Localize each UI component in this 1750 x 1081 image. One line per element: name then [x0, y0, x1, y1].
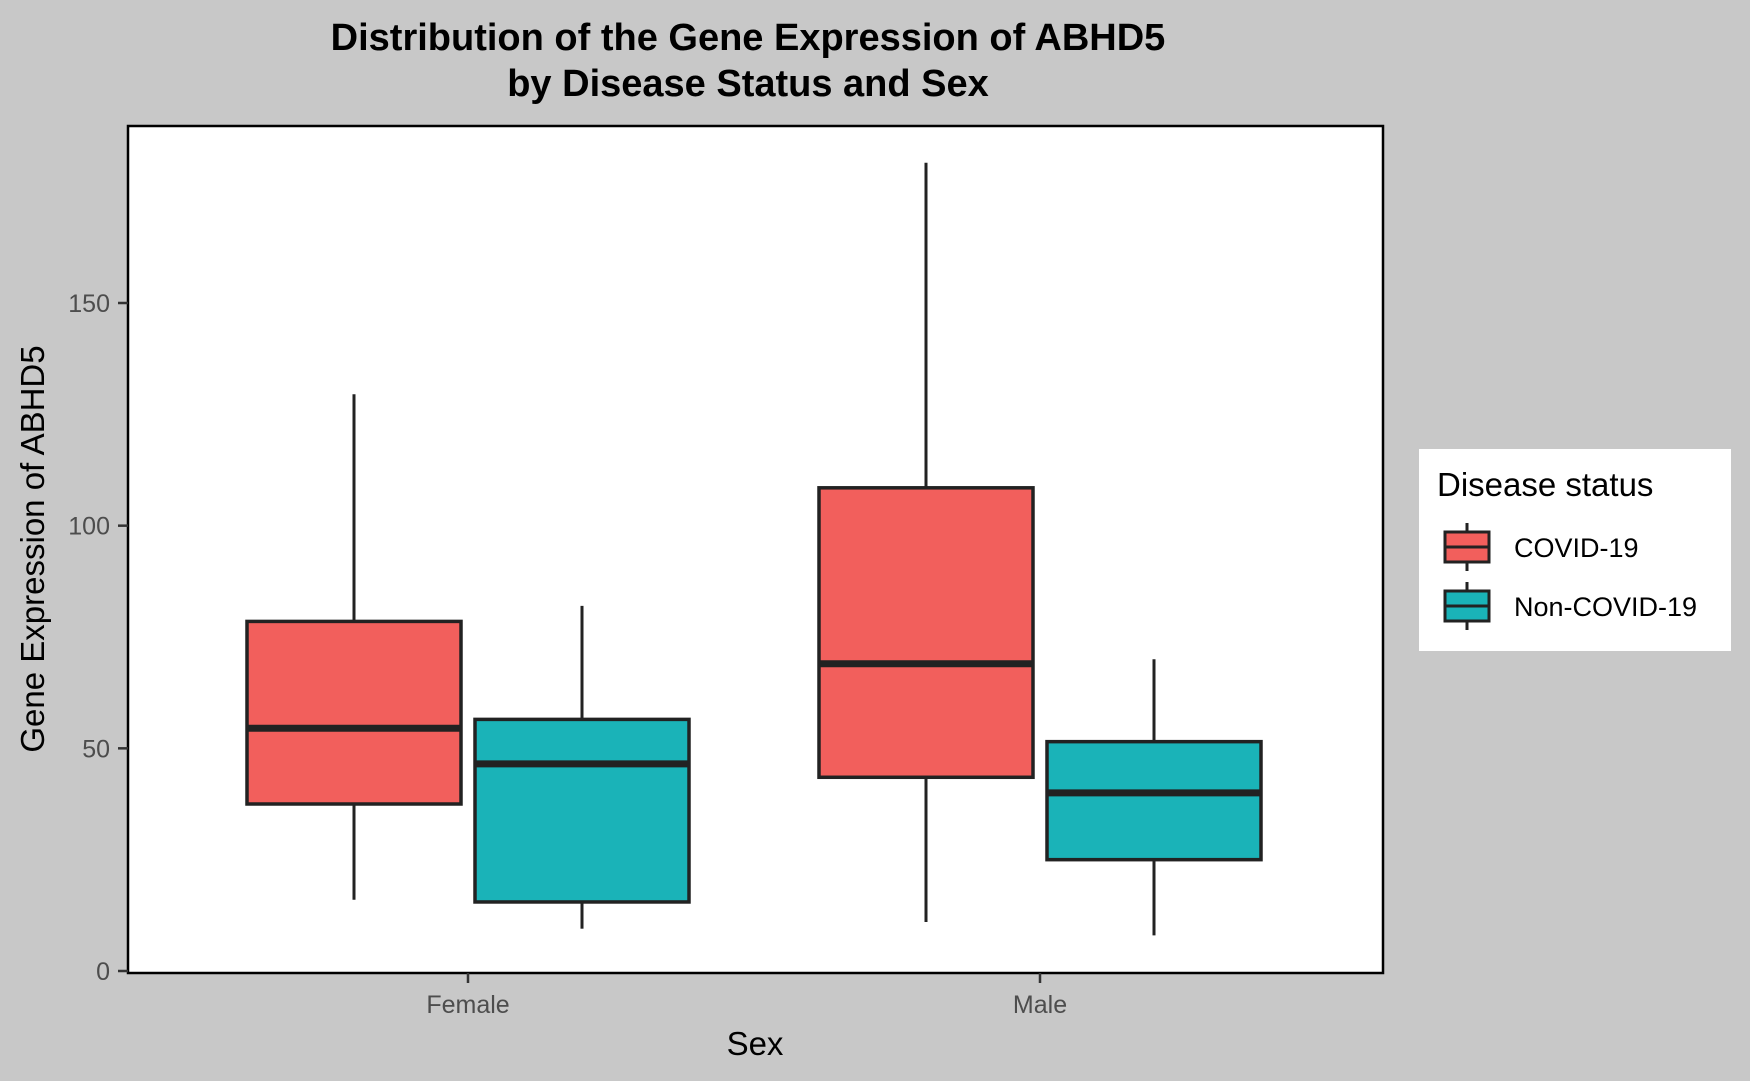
y-axis-title: Gene Expression of ABHD5 [14, 345, 51, 752]
box [1045, 739, 1263, 862]
box [473, 717, 691, 904]
legend: Disease status COVID-19 Non-COVID-19 [1419, 449, 1731, 651]
legend-label: Non-COVID-19 [1514, 592, 1697, 622]
boxplot-female-non-covid-19 [473, 605, 691, 929]
x-tick-label: Female [426, 991, 509, 1019]
chart-title-line-1: Distribution of the Gene Expression of A… [331, 17, 1166, 59]
x-tick-label: Male [1013, 991, 1067, 1019]
box [817, 486, 1035, 780]
chart-marks [245, 162, 1263, 936]
x-axis-title: Sex [727, 1025, 784, 1062]
y-tick-label: 100 [68, 513, 110, 541]
boxplot-male-covid-19 [817, 162, 1035, 923]
legend-item: Non-COVID-19 [1443, 582, 1697, 630]
axes: 0 50 100 150 Female Male [68, 290, 1067, 1019]
plot-border [126, 124, 1385, 975]
y-tick-label: 50 [82, 735, 110, 763]
y-tick-label: 0 [96, 958, 110, 986]
boxplot-male-non-covid-19 [1045, 659, 1263, 936]
y-tick-label: 150 [68, 290, 110, 318]
legend-item: COVID-19 [1443, 523, 1639, 571]
legend-label: COVID-19 [1514, 533, 1639, 563]
boxplot-female-covid-19 [245, 394, 463, 900]
chart-title-line-2: by Disease Status and Sex [507, 63, 989, 105]
legend-title: Disease status [1437, 466, 1653, 503]
legend-items: COVID-19 Non-COVID-19 [1443, 523, 1697, 630]
box [245, 619, 463, 806]
